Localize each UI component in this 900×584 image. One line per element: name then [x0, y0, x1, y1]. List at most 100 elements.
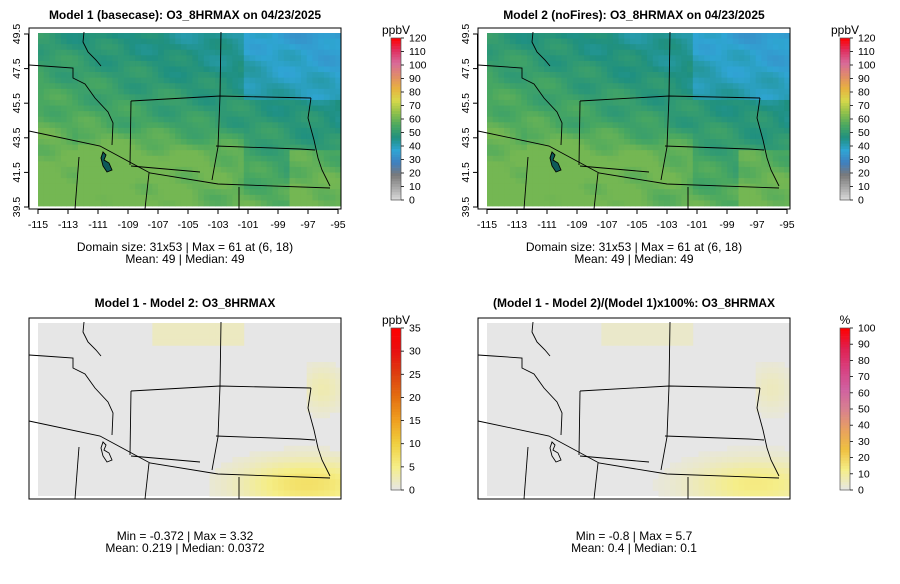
grid-cell [163, 178, 170, 185]
grid-cell [692, 55, 699, 62]
grid-cell [272, 166, 279, 173]
grid-cell [329, 49, 336, 56]
grid-cell [509, 33, 516, 39]
grid-cell [283, 468, 290, 475]
grid-cell [561, 144, 568, 151]
grid-cell [635, 60, 642, 67]
colorbar-segment [840, 81, 850, 85]
grid-cell [112, 139, 119, 146]
grid-cell [549, 189, 557, 196]
grid-cell [192, 105, 199, 112]
y-tick-label: 45.5 [460, 93, 472, 114]
grid-cell [504, 94, 511, 101]
grid-cell [323, 194, 330, 201]
grid-cell [55, 189, 62, 196]
colorbar-segment [840, 414, 850, 418]
grid-cell [55, 183, 62, 190]
grid-cell [55, 144, 62, 151]
grid-cell [249, 200, 256, 207]
grid-cell [238, 473, 245, 480]
grid-cell [675, 155, 682, 162]
grid-cell [652, 49, 659, 56]
grid-cell [647, 127, 654, 134]
grid-cell [772, 166, 779, 173]
grid-cell [335, 200, 342, 207]
grid-cell [675, 139, 682, 146]
grid-cell [129, 60, 136, 67]
grid-cell [38, 49, 45, 56]
colorbar-segment [391, 463, 401, 466]
grid-cell [744, 38, 751, 45]
grid-cell [272, 144, 279, 151]
grid-cell [238, 194, 245, 201]
grid-cell [318, 139, 325, 146]
grid-cell [664, 194, 671, 201]
colorbar-segment [840, 43, 850, 47]
grid-cell [243, 122, 250, 129]
grid-cell [220, 88, 228, 95]
grid-cell [664, 33, 671, 39]
grid-cell [487, 66, 494, 73]
grid-cell [318, 194, 325, 201]
grid-cell [772, 88, 779, 95]
grid-cell [318, 72, 325, 79]
grid-cell [567, 122, 574, 129]
grid-cell [306, 38, 313, 45]
grid-cell [572, 178, 579, 185]
y-tick-label: 49.5 [460, 24, 472, 45]
grid-cell [772, 484, 779, 491]
colorbar-segment [391, 328, 401, 331]
grid-cell [727, 66, 734, 73]
grid-cell [89, 77, 96, 84]
grid-cell [243, 155, 250, 162]
grid-cell [675, 116, 682, 123]
grid-cell [209, 178, 216, 185]
colorbar-segment [840, 132, 850, 136]
grid-cell [738, 445, 745, 452]
grid-cell [555, 127, 562, 134]
grid-cell [578, 49, 585, 56]
grid-cell [312, 127, 319, 134]
grid-cell [744, 155, 751, 162]
grid-cell [675, 161, 682, 168]
colorbar-tick-label: 0 [858, 485, 864, 497]
grid-cell [312, 44, 319, 51]
grid-cell [66, 88, 73, 95]
grid-cell [629, 155, 637, 162]
colorbar-segment [391, 164, 401, 168]
grid-cell [498, 127, 505, 134]
grid-cell [175, 111, 182, 118]
grid-cell [232, 194, 239, 201]
grid-cell [664, 339, 671, 346]
grid-cell [215, 44, 222, 51]
grid-cell [641, 99, 648, 106]
grid-cell [180, 72, 188, 79]
grid-cell [715, 33, 722, 39]
grid-cell [140, 88, 148, 95]
grid-cell [318, 105, 325, 112]
grid-cell [83, 88, 90, 95]
grid-cell [504, 172, 511, 179]
grid-cell [329, 473, 336, 480]
x-tick-label: -107 [147, 219, 168, 231]
grid-cell [249, 178, 256, 185]
grid-cell [140, 161, 148, 168]
grid-cell [140, 189, 148, 196]
grid-cell [612, 334, 619, 341]
grid-cell [272, 66, 279, 73]
grid-cell [561, 77, 568, 84]
grid-cell [100, 38, 108, 45]
grid-cell [641, 127, 648, 134]
grid-cell [532, 161, 539, 168]
colorbar-segment [391, 197, 401, 201]
grid-cell [749, 468, 757, 475]
grid-cell [641, 60, 648, 67]
grid-cell [532, 166, 539, 173]
grid-cell [243, 172, 250, 179]
grid-cell [664, 328, 671, 335]
grid-cell [140, 172, 148, 179]
panel-title: Model 2 (noFires): O3_8HRMAX on 04/23/20… [503, 8, 765, 22]
grid-cell [335, 94, 342, 101]
grid-cell [538, 150, 545, 157]
grid-cell [266, 116, 273, 123]
